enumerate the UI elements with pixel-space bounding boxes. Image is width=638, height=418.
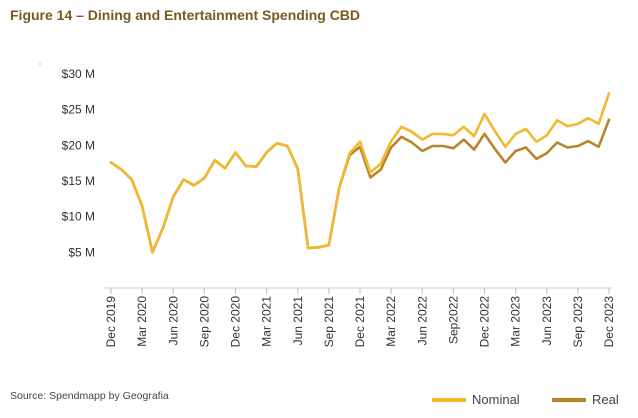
x-axis: Dec 2019 Mar 2020 Jun 2020 Sep 2020 Dec 2020… [103,287,616,348]
x-tick-label: Mar 2022 [384,296,398,347]
legend-item-nominal: Nominal [432,392,520,407]
legend-swatch-real [552,397,586,402]
x-tick-label: Mar 2023 [509,296,523,347]
x-tick-label: Sep 2021 [322,296,336,348]
y-tick-label: $25 M [62,103,95,117]
x-tick-label: Dec 2021 [353,296,367,348]
x-tick-label: Dec 2020 [229,296,243,348]
x-tick-label: Sep 2023 [571,296,585,348]
x-tick-label: Mar 2020 [135,296,149,347]
y-tick-label: $10 M [62,210,95,224]
series-line-nominal [109,92,611,254]
x-tick-label: Dec 2022 [478,296,492,348]
x-tick-label: Jun 2021 [291,296,305,346]
x-tick-label: Dec 2019 [104,296,118,348]
y-axis: $5 M $10 M $15 M $20 M $25 M $30 M [39,62,95,259]
series-lines [109,92,611,254]
chart-source: Source: Spendmapp by Geografia [10,390,169,402]
chart-title: Figure 14 – Dining and Entertainment Spe… [10,7,361,23]
y-tick-label: $20 M [62,138,95,152]
x-tick-label: Jun 2020 [166,296,180,346]
legend-swatch-nominal [432,397,466,402]
x-tick-label: Sep 2020 [197,296,211,348]
y-tick-label: $5 M [68,245,95,259]
x-tick-label: Mar 2021 [260,296,274,347]
x-tick-label: Jun 2022 [415,296,429,346]
x-tick-label: Dec 2023 [602,296,616,348]
x-tick-label: Jun 2023 [540,296,554,346]
legend-item-real: Real [552,392,619,407]
x-tick-label: Sep2022 [446,296,460,344]
legend-label-nominal: Nominal [472,392,520,407]
y-tick-label: $30 M [62,67,95,81]
legend-label-real: Real [592,392,619,407]
y-tick-label: $15 M [62,174,95,188]
